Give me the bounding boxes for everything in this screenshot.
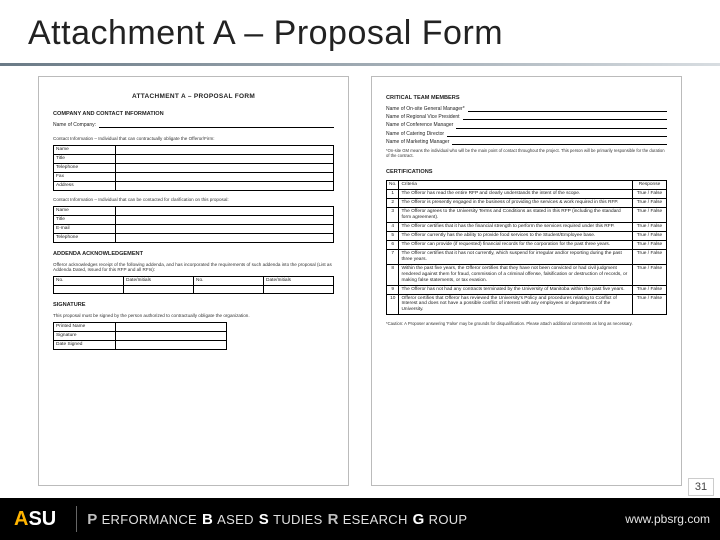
addenda-table: No. Date/Initials No. Date/Initials bbox=[53, 276, 334, 294]
c2-name: Name bbox=[54, 206, 116, 215]
cert-row-3: 3The Offeror agrees to the University Te… bbox=[387, 207, 667, 222]
team-row-4: Name of Marketing Manager bbox=[386, 139, 667, 145]
footer-url: www.pbsrg.com bbox=[625, 512, 710, 526]
asu-logo: ASU bbox=[14, 508, 56, 531]
team-note: *On-site GM means the individual who wil… bbox=[386, 148, 667, 159]
cert-row-5: 5The Offeror currently has the ability t… bbox=[387, 231, 667, 240]
c1-fax: Fax bbox=[54, 173, 116, 182]
c2-email: E-mail bbox=[54, 224, 116, 233]
c1-title: Title bbox=[54, 155, 116, 164]
cert-head: CERTIFICATIONS bbox=[386, 169, 667, 176]
cert-row-1: 1The Offeror has read the entire RFP and… bbox=[387, 189, 667, 198]
cert-row-8: 8Within the past five years, the Offeror… bbox=[387, 264, 667, 285]
doc-page-left: ATTACHMENT A – PROPOSAL FORM COMPANY AND… bbox=[38, 76, 349, 486]
team-row-0: Name of On-site General Manager* bbox=[386, 106, 667, 112]
addenda-text: Offeror acknowledges receipt of the foll… bbox=[53, 262, 334, 273]
c1-name: Name bbox=[54, 146, 116, 155]
doc-page-right: CRITICAL TEAM MEMBERS Name of On-site Ge… bbox=[371, 76, 682, 486]
slide-page-number: 31 bbox=[688, 478, 714, 496]
cert-note: *Caution: A Proposer answering 'False' m… bbox=[386, 321, 667, 326]
addenda-head: ADDENDA ACKNOWLEDGEMENT bbox=[53, 251, 334, 258]
team-row-1: Name of Regional Vice President bbox=[386, 114, 667, 120]
doc-left-title: ATTACHMENT A – PROPOSAL FORM bbox=[53, 93, 334, 101]
contact2-table: Name Title E-mail Telephone bbox=[53, 206, 334, 243]
company-name-field: Name of Company: bbox=[53, 122, 334, 128]
cert-row-7: 7The Offeror certifies that it has not c… bbox=[387, 249, 667, 264]
footer-bar: ASU PERFORMANCE BASED STUDIES RESEARCH G… bbox=[0, 498, 720, 540]
asu-logo-a: A bbox=[14, 508, 28, 531]
company-name-label: Name of Company: bbox=[53, 122, 96, 128]
team-row-3: Name of Catering Director bbox=[386, 131, 667, 137]
sig-row-0: Printed Name bbox=[54, 322, 116, 331]
slide-title: Attachment A – Proposal Form bbox=[0, 0, 720, 53]
cert-row-10: 10Offeror certifies that Offeror has rev… bbox=[387, 294, 667, 315]
cert-row-2: 2The Offeror is presently engaged in the… bbox=[387, 198, 667, 207]
signature-head: SIGNATURE bbox=[53, 302, 334, 309]
contact1-intro: Contact Information – Individual that ca… bbox=[53, 136, 334, 142]
content-area: ATTACHMENT A – PROPOSAL FORM COMPANY AND… bbox=[0, 66, 720, 486]
brand-wordmark: PERFORMANCE BASED STUDIES RESEARCH GROUP bbox=[87, 511, 467, 528]
team-head: CRITICAL TEAM MEMBERS bbox=[386, 95, 667, 102]
cert-col-no: No. bbox=[387, 180, 399, 189]
cert-col-criteria: Criteria bbox=[399, 180, 633, 189]
team-row-2: Name of Conference Manager bbox=[386, 122, 667, 128]
addenda-col-2: No. bbox=[194, 277, 264, 286]
c2-tel: Telephone bbox=[54, 233, 116, 242]
sig-row-1: Signature bbox=[54, 331, 116, 340]
cert-row-4: 4The Offeror certifies that it has the f… bbox=[387, 222, 667, 231]
contact1-table: Name Title Telephone Fax Address bbox=[53, 145, 334, 191]
section-company-contact: COMPANY AND CONTACT INFORMATION bbox=[53, 111, 334, 118]
addenda-col-1: Date/Initials bbox=[124, 277, 194, 286]
asu-logo-su: SU bbox=[28, 508, 56, 531]
cert-row-6: 6The Offeror can provide (if requested) … bbox=[387, 240, 667, 249]
contact2-intro: Contact Information – Individual that ca… bbox=[53, 197, 334, 203]
signature-table: Printed Name Signature Date Signed bbox=[53, 322, 227, 350]
cert-row-9: 9The Offeror has not had any contracts t… bbox=[387, 285, 667, 294]
company-name-line bbox=[99, 123, 334, 128]
footer-divider bbox=[76, 506, 77, 532]
c1-addr: Address bbox=[54, 182, 116, 191]
sig-row-2: Date Signed bbox=[54, 340, 116, 349]
c2-title: Title bbox=[54, 215, 116, 224]
cert-col-resp: Response bbox=[633, 180, 667, 189]
addenda-col-3: Date/Initials bbox=[264, 277, 334, 286]
c1-tel: Telephone bbox=[54, 164, 116, 173]
addenda-col-0: No. bbox=[54, 277, 124, 286]
signature-text: This proposal must be signed by the pers… bbox=[53, 313, 334, 319]
cert-table: No. Criteria Response 1The Offeror has r… bbox=[386, 180, 667, 316]
